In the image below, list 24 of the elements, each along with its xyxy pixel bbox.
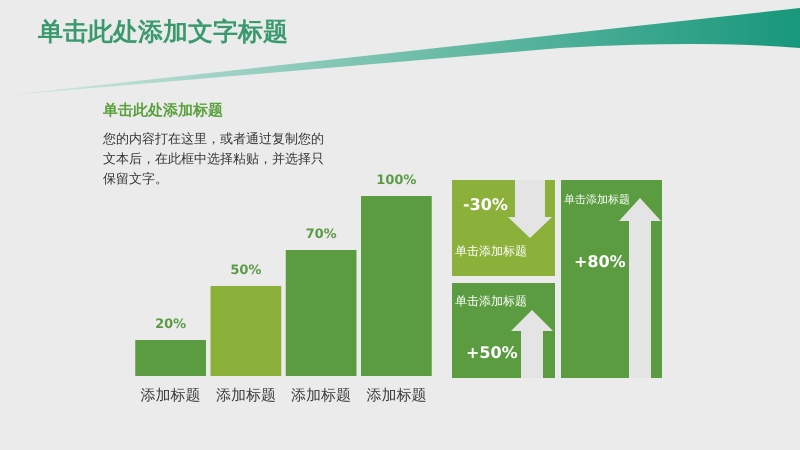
tile: +80% 单击添加标题 bbox=[561, 180, 662, 378]
x-tick-label: 添加标题 bbox=[140, 386, 201, 404]
category-label: 单击添加标题 bbox=[564, 192, 630, 207]
data-label: 70% bbox=[306, 226, 337, 242]
bar bbox=[210, 286, 282, 376]
data-label: +80% bbox=[574, 252, 626, 271]
bar bbox=[286, 250, 356, 376]
chart-title: 单击此处添加文字标题 bbox=[38, 16, 288, 48]
bar bbox=[135, 340, 206, 376]
data-label: 20% bbox=[155, 316, 186, 332]
chart-subtitle: 单击此处添加标题 bbox=[103, 101, 223, 120]
tile: -30% 单击添加标题 bbox=[452, 180, 555, 276]
data-label: 50% bbox=[230, 262, 262, 278]
data-label: +50% bbox=[466, 343, 518, 362]
x-tick-label: 添加标题 bbox=[291, 386, 352, 404]
data-label: -30% bbox=[463, 195, 508, 214]
category-label: 单击添加标题 bbox=[455, 293, 527, 310]
x-tick-label: 添加标题 bbox=[216, 386, 276, 404]
tile: +50% 单击添加标题 bbox=[452, 283, 555, 378]
x-tick-label: 添加标题 bbox=[366, 386, 426, 404]
text: 您的内容打在这里，或者通过复制您的文本后，在此框中选择粘贴，并选择只保留文字。 bbox=[103, 131, 325, 189]
data-label: 100% bbox=[376, 172, 416, 188]
category-label: 单击添加标题 bbox=[455, 243, 527, 260]
bar bbox=[361, 196, 432, 376]
